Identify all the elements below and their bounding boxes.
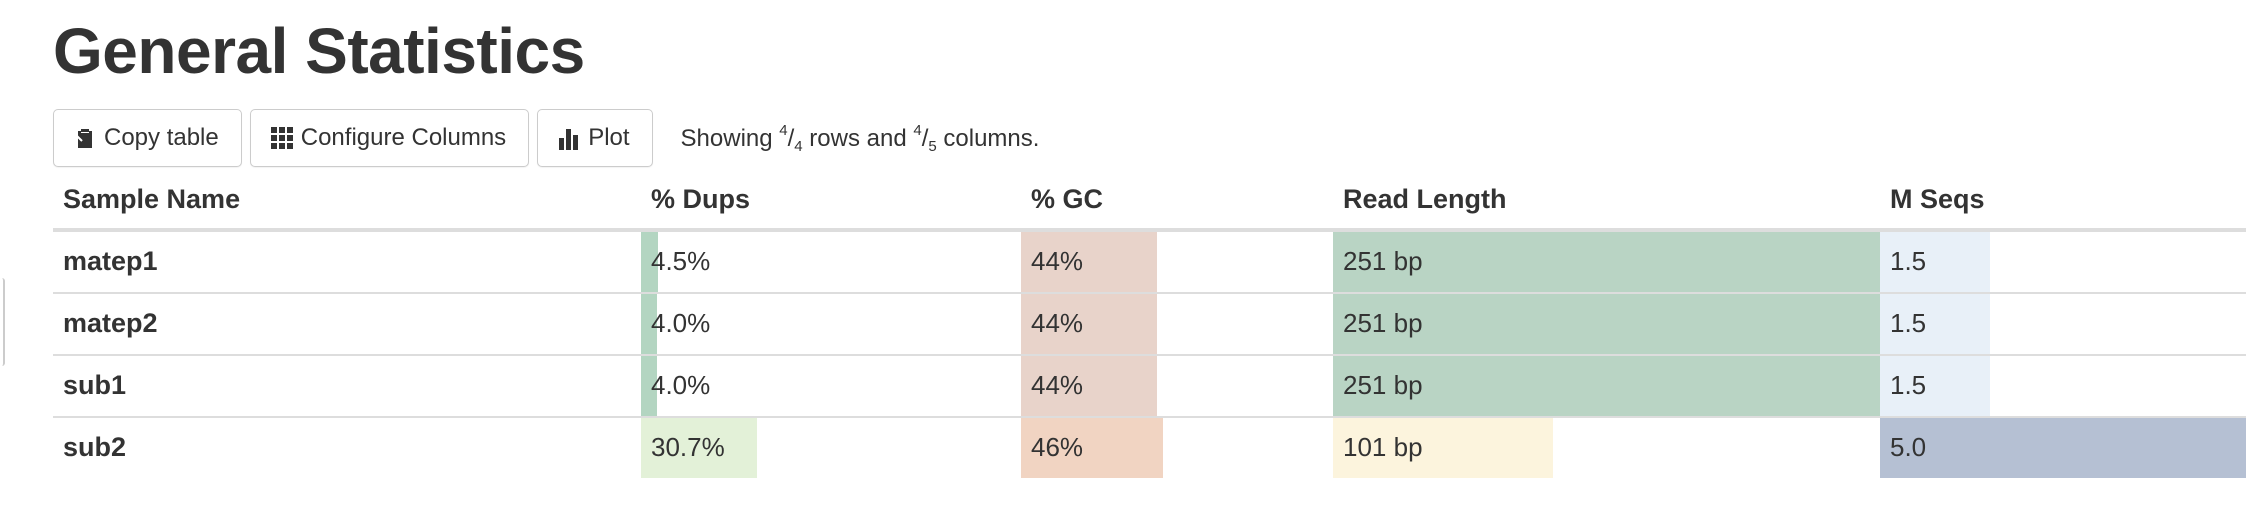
table-row: sub1 4.0% 44% 251 bp 1.5 [53,356,2246,418]
len-cell: 101 bp [1333,418,1880,478]
cols-shown: 4 [913,121,922,139]
sample-name-cell: matep1 [63,246,158,276]
dups-value: 4.5% [651,246,711,276]
seqs-cell: 5.0 [1880,418,2246,478]
grid-icon [270,127,293,149]
sample-name-cell: sub1 [63,370,127,400]
rows-total: 4 [794,137,803,155]
copy-table-label: Copy table [104,124,219,151]
configure-columns-label: Configure Columns [300,124,507,151]
gc-cell: 44% [1021,294,1333,354]
configure-columns-button[interactable]: Configure Columns [249,109,530,167]
dups-bar [641,356,657,416]
gc-bar [1021,418,1163,478]
dups-cell: 4.0% [641,294,1021,354]
gc-bar [1021,232,1157,292]
table-row: sub2 30.7% 46% 101 bp 5.0 [53,418,2246,480]
header-read-length[interactable]: Read Length [1343,184,1507,214]
len-bar [1333,418,1553,478]
table-header: Sample Name % Dups % GC Read Length M Se… [53,170,2246,232]
gc-value: 44% [1031,246,1084,276]
header-m-seqs[interactable]: M Seqs [1890,184,1985,214]
seqs-cell: 1.5 [1880,232,2246,292]
rows-shown: 4 [779,121,788,139]
table-row: matep1 4.5% 44% 251 bp 1.5 [53,232,2246,294]
len-value: 101 bp [1343,432,1423,462]
clipboard-icon [74,126,96,150]
copy-table-button[interactable]: Copy table [53,109,242,167]
side-panel-handle[interactable] [0,278,5,366]
dups-bar [641,294,657,354]
len-bar [1333,294,1880,354]
table-body: matep1 4.5% 44% 251 bp 1.5 matep2 4.0% 44% 251 b… [53,232,2246,480]
dups-bar [641,232,658,292]
seqs-cell: 1.5 [1880,294,2246,354]
seqs-bar [1880,294,1990,354]
dups-value: 30.7% [651,432,725,462]
gc-value: 44% [1031,370,1084,400]
len-bar [1333,356,1880,416]
table-row: matep2 4.0% 44% 251 bp 1.5 [53,294,2246,356]
header-gc[interactable]: % GC [1031,184,1104,214]
dups-cell: 4.0% [641,356,1021,416]
gc-cell: 44% [1021,232,1333,292]
seqs-bar [1880,356,1990,416]
len-value: 251 bp [1343,370,1423,400]
dups-value: 4.0% [651,370,711,400]
seqs-value: 1.5 [1890,246,1927,276]
dups-bar [641,418,757,478]
general-stats-table: Sample Name % Dups % GC Read Length M Se… [53,170,2246,480]
len-cell: 251 bp [1333,356,1880,416]
seqs-value: 5.0 [1890,432,1927,462]
header-dups[interactable]: % Dups [651,184,751,214]
gc-value: 44% [1031,308,1084,338]
len-bar [1333,232,1880,292]
cols-total: 5 [928,137,937,155]
dups-value: 4.0% [651,308,711,338]
sample-name-cell: matep2 [63,308,158,338]
gc-bar [1021,356,1157,416]
dups-cell: 30.7% [641,418,1021,478]
seqs-value: 1.5 [1890,308,1927,338]
seqs-cell: 1.5 [1880,356,2246,416]
gc-value: 46% [1031,432,1084,462]
gc-cell: 46% [1021,418,1333,478]
table-toolbar: Copy table Configure Columns Plot Showin… [53,108,1039,168]
dups-cell: 4.5% [641,232,1021,292]
plot-button[interactable]: Plot [537,109,653,167]
sample-name-cell: sub2 [63,432,127,462]
len-value: 251 bp [1343,308,1423,338]
plot-label: Plot [588,124,630,151]
len-cell: 251 bp [1333,294,1880,354]
len-value: 251 bp [1343,246,1423,276]
showing-status: Showing 4/4 rows and 4/5 columns. [680,121,1040,155]
seqs-bar [1880,418,2246,478]
bar-chart-icon [558,126,580,150]
seqs-value: 1.5 [1890,370,1927,400]
len-cell: 251 bp [1333,232,1880,292]
gc-bar [1021,294,1157,354]
page-title: General Statistics [53,15,585,87]
seqs-bar [1880,232,1990,292]
gc-cell: 44% [1021,356,1333,416]
header-sample-name[interactable]: Sample Name [63,184,241,214]
